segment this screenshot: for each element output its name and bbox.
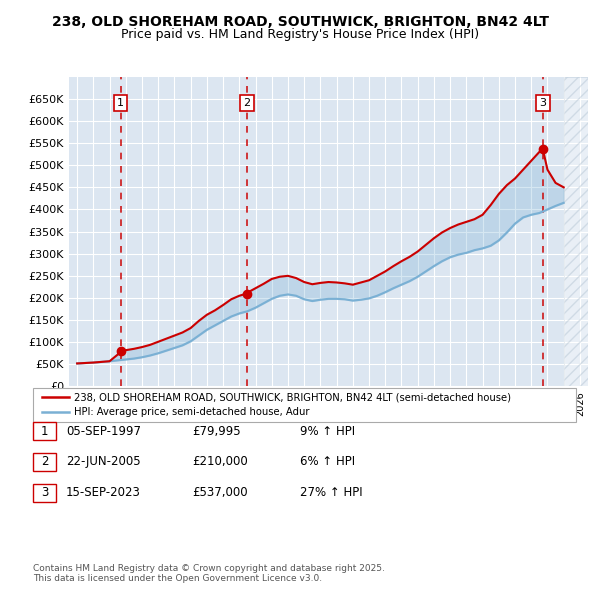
Text: 3: 3 [539,98,546,108]
Text: £79,995: £79,995 [192,425,241,438]
Text: 2: 2 [41,455,48,468]
Text: 1: 1 [117,98,124,108]
Text: 238, OLD SHOREHAM ROAD, SOUTHWICK, BRIGHTON, BN42 4LT: 238, OLD SHOREHAM ROAD, SOUTHWICK, BRIGH… [52,15,548,29]
Text: 9% ↑ HPI: 9% ↑ HPI [300,425,355,438]
Text: 05-SEP-1997: 05-SEP-1997 [66,425,141,438]
Text: 3: 3 [41,486,48,499]
Text: 2: 2 [244,98,250,108]
Text: £210,000: £210,000 [192,455,248,468]
Bar [563,77,588,386]
Text: 238, OLD SHOREHAM ROAD, SOUTHWICK, BRIGHTON, BN42 4LT (semi-detached house): 238, OLD SHOREHAM ROAD, SOUTHWICK, BRIGH… [74,392,511,402]
Text: 6% ↑ HPI: 6% ↑ HPI [300,455,355,468]
Text: £537,000: £537,000 [192,486,248,499]
Text: 22-JUN-2005: 22-JUN-2005 [66,455,140,468]
Text: Price paid vs. HM Land Registry's House Price Index (HPI): Price paid vs. HM Land Registry's House … [121,28,479,41]
Text: HPI: Average price, semi-detached house, Adur: HPI: Average price, semi-detached house,… [74,407,310,417]
Text: Contains HM Land Registry data © Crown copyright and database right 2025.
This d: Contains HM Land Registry data © Crown c… [33,563,385,583]
Text: 1: 1 [41,425,48,438]
Text: 27% ↑ HPI: 27% ↑ HPI [300,486,362,499]
Text: 15-SEP-2023: 15-SEP-2023 [66,486,141,499]
